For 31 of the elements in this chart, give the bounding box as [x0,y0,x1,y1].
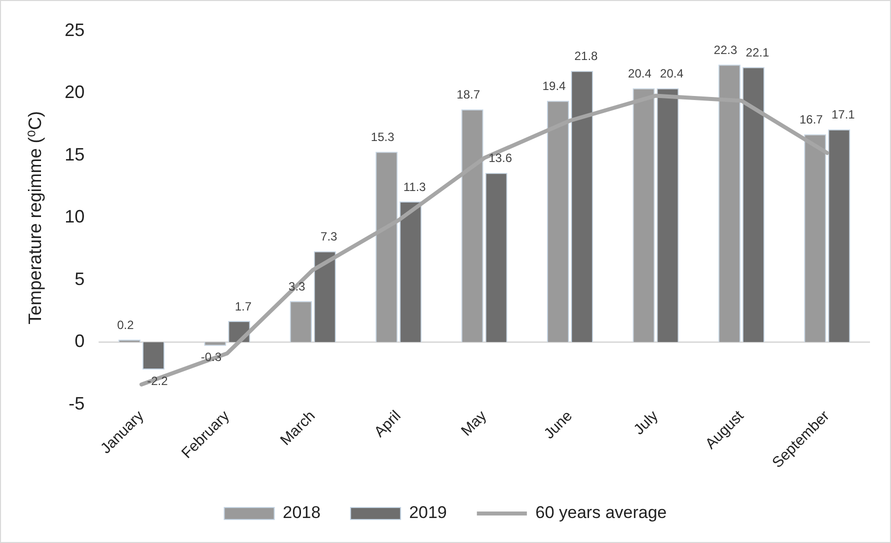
data-label: 16.7 [799,112,824,127]
data-label: -0.3 [200,350,222,364]
data-label: 17.1 [831,108,856,122]
x-tick-label: July [630,407,662,438]
y-tick-label: 10 [64,206,85,227]
y-tick-label: 20 [64,82,85,102]
legend-label: 60 years average [535,503,667,522]
data-label: -2.2 [147,374,168,388]
y-tick-label: 0 [74,331,85,352]
data-label: 20.4 [628,66,652,81]
data-label: 18.7 [456,88,480,102]
data-label: 7.3 [320,230,338,244]
legend-label: 2018 [282,503,321,522]
data-label: 19.4 [542,79,566,94]
y-tick-label: 5 [74,268,85,289]
y-tick-label: -5 [68,393,85,414]
y-tick-label: 15 [64,144,85,164]
data-label: 22.3 [714,42,738,57]
data-label: 3.3 [288,279,306,294]
data-label: 21.8 [574,49,598,64]
x-tick-label: May [458,407,490,440]
data-label: 15.3 [370,130,395,144]
data-label: 20.4 [660,66,684,81]
data-label: 22.1 [746,45,770,60]
y-axis-title: Temperature regimme (⁰C) [24,111,45,324]
data-label: 13.6 [488,151,512,166]
data-label: 1.7 [234,299,252,314]
legend-label: 2019 [409,503,447,522]
data-label: 0.2 [117,318,134,332]
y-tick-label: 25 [64,20,85,40]
data-label: 11.3 [403,180,426,194]
